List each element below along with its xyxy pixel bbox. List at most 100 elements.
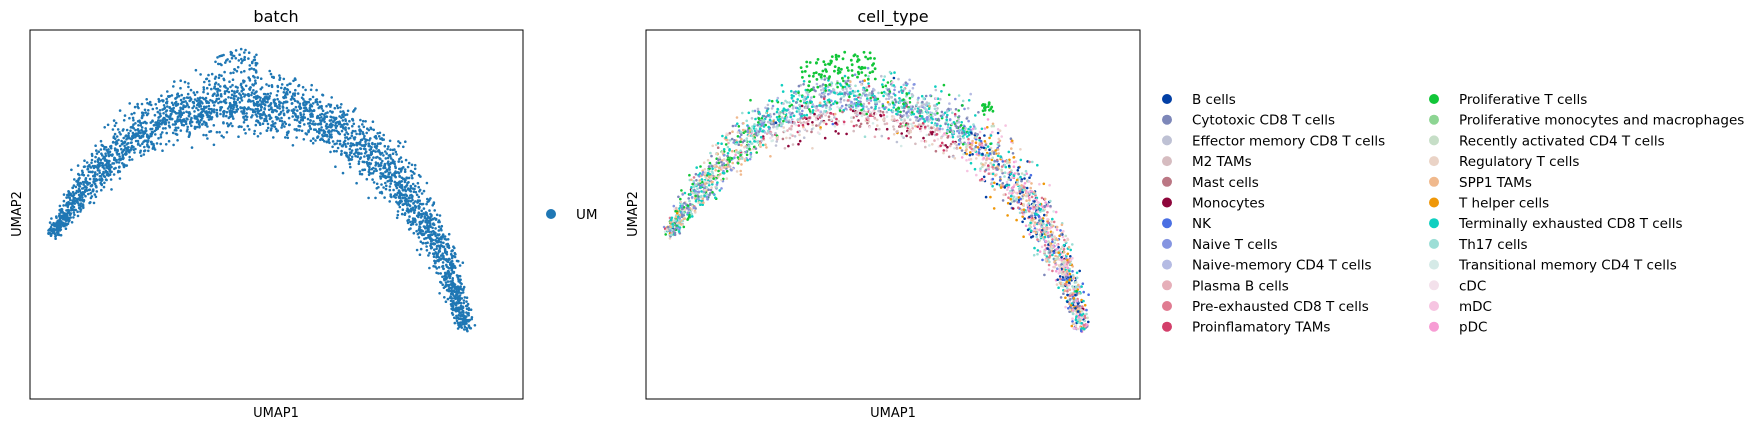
scatter-point bbox=[453, 286, 457, 290]
scatter-point bbox=[410, 163, 414, 167]
scatter-point bbox=[1004, 165, 1008, 169]
scatter-point bbox=[969, 125, 972, 129]
scatter-point bbox=[447, 257, 451, 261]
scatter-point bbox=[941, 113, 945, 117]
scatter-point bbox=[361, 119, 365, 123]
scatter-point bbox=[993, 181, 996, 185]
scatter-point bbox=[364, 150, 368, 153]
scatter-point bbox=[428, 266, 431, 270]
scatter-point bbox=[330, 135, 333, 139]
scatter-point bbox=[403, 170, 407, 173]
scatter-point bbox=[228, 109, 231, 113]
scatter-point bbox=[312, 120, 315, 123]
scatter-point bbox=[302, 98, 305, 101]
scatter-point bbox=[74, 185, 78, 189]
scatter-point bbox=[49, 225, 53, 229]
scatter-point bbox=[118, 144, 122, 148]
scatter-point bbox=[892, 84, 896, 87]
scatter-point bbox=[748, 157, 752, 161]
scatter-point bbox=[444, 281, 448, 284]
scatter-point bbox=[764, 123, 767, 127]
scatter-point bbox=[405, 204, 409, 207]
scatter-point bbox=[325, 115, 329, 118]
scatter-point bbox=[58, 204, 62, 208]
scatter-point bbox=[406, 221, 410, 225]
scatter-point bbox=[89, 201, 92, 204]
scatter-point bbox=[94, 144, 97, 147]
scatter-point bbox=[427, 228, 430, 231]
scatter-point bbox=[240, 99, 244, 102]
scatter-point bbox=[756, 107, 760, 111]
scatter-point bbox=[360, 144, 364, 147]
scatter-point bbox=[444, 275, 448, 279]
scatter-point bbox=[910, 122, 913, 126]
scatter-point bbox=[215, 111, 219, 115]
scatter-point bbox=[149, 121, 153, 124]
scatter-point bbox=[311, 95, 315, 99]
scatter-point bbox=[368, 148, 372, 152]
scatter-point bbox=[359, 156, 363, 159]
scatter-point bbox=[818, 122, 822, 125]
scatter-point bbox=[734, 124, 737, 127]
scatter-point bbox=[243, 118, 247, 122]
scatter-point bbox=[318, 128, 322, 132]
scatter-point bbox=[304, 88, 307, 92]
scatter-point bbox=[951, 155, 955, 158]
scatter-point bbox=[979, 169, 982, 173]
scatter-point bbox=[884, 84, 888, 88]
scatter-point bbox=[1067, 283, 1071, 287]
scatter-point bbox=[50, 223, 54, 227]
scatter-point bbox=[447, 289, 450, 293]
scatter-point bbox=[379, 172, 383, 175]
scatter-point bbox=[977, 111, 980, 114]
scatter-point bbox=[807, 119, 810, 122]
scatter-point bbox=[252, 96, 256, 99]
scatter-point bbox=[431, 217, 435, 221]
scatter-point bbox=[325, 125, 329, 129]
scatter-point bbox=[458, 298, 462, 302]
scatter-point bbox=[727, 141, 730, 145]
scatter-point bbox=[290, 95, 294, 98]
scatter-point bbox=[978, 130, 982, 134]
scatter-point bbox=[432, 229, 435, 233]
scatter-point bbox=[176, 102, 180, 106]
scatter-point bbox=[117, 138, 120, 142]
scatter-point bbox=[1071, 320, 1074, 323]
scatter-point bbox=[854, 84, 857, 88]
scatter-point bbox=[133, 105, 137, 109]
scatter-point bbox=[858, 80, 862, 84]
scatter-point bbox=[949, 142, 953, 146]
scatter-point bbox=[1044, 201, 1047, 204]
scatter-point bbox=[455, 291, 458, 295]
scatter-point bbox=[768, 99, 771, 102]
scatter-point bbox=[150, 132, 154, 136]
scatter-point bbox=[867, 98, 871, 102]
scatter-point bbox=[911, 124, 914, 128]
scatter-point bbox=[255, 53, 258, 57]
scatter-point bbox=[74, 191, 78, 195]
scatter-point bbox=[206, 137, 209, 140]
scatter-point bbox=[154, 133, 157, 136]
scatter-point bbox=[947, 155, 951, 159]
scatter-point bbox=[1072, 286, 1075, 290]
scatter-point bbox=[873, 117, 877, 120]
scatter-point bbox=[371, 120, 375, 123]
scatter-point bbox=[312, 128, 316, 131]
scatter-point bbox=[1017, 200, 1021, 204]
scatter-point bbox=[329, 110, 332, 113]
scatter-point bbox=[344, 128, 348, 132]
scatter-point bbox=[199, 118, 203, 122]
scatter-point bbox=[232, 54, 236, 58]
scatter-point bbox=[78, 185, 81, 188]
scatter-point bbox=[418, 205, 421, 209]
scatter-point bbox=[419, 247, 423, 251]
scatter-point bbox=[126, 146, 129, 149]
scatter-point bbox=[954, 124, 957, 127]
scatter-point bbox=[833, 116, 836, 119]
scatter-point bbox=[218, 130, 221, 134]
scatter-point bbox=[176, 139, 179, 142]
scatter-point bbox=[864, 74, 867, 77]
scatter-point bbox=[335, 129, 338, 133]
scatter-point bbox=[235, 90, 239, 94]
scatter-point bbox=[796, 118, 800, 121]
